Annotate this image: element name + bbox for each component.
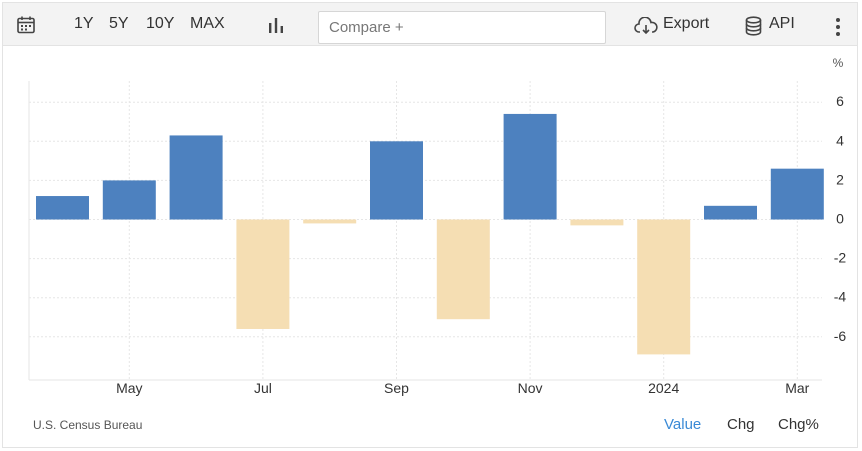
bar-2023-11[interactable]: [503, 113, 557, 220]
unit-label: %: [833, 56, 844, 70]
y-tick-label: 2: [836, 171, 844, 187]
x-tick-label: Nov: [518, 380, 543, 396]
bar-chart-icon[interactable]: [268, 17, 284, 33]
bar-2023-06[interactable]: [169, 135, 223, 220]
chart-grid: [28, 81, 822, 381]
database-icon[interactable]: [745, 16, 762, 36]
y-tick-label: -6: [834, 328, 847, 344]
toolbar: 1Y 5Y 10Y MAX Export API: [3, 3, 857, 46]
bar-2023-05[interactable]: [102, 180, 156, 220]
bar-2024-02[interactable]: [704, 205, 757, 220]
bar-2023-09[interactable]: [370, 141, 423, 220]
mode-value-button[interactable]: Value: [664, 416, 702, 433]
bar-2024-03[interactable]: [770, 168, 824, 220]
y-axis: 6 4 2 0 -2 -4 -6: [834, 93, 847, 344]
x-tick-label: Jul: [254, 380, 272, 396]
export-button[interactable]: Export: [663, 15, 710, 32]
bar-2024-01[interactable]: [637, 219, 691, 355]
y-tick-label: 0: [836, 211, 844, 227]
x-tick-label: May: [116, 380, 142, 396]
bar-2023-04[interactable]: [36, 196, 89, 220]
range-10y-button[interactable]: 10Y: [146, 15, 175, 32]
cloud-download-icon[interactable]: [634, 17, 658, 35]
bar-2023-07[interactable]: [236, 219, 290, 329]
y-tick-label: 6: [836, 93, 844, 109]
range-5y-button[interactable]: 5Y: [109, 15, 129, 32]
y-tick-label: -4: [834, 289, 847, 305]
bar-2023-08[interactable]: [303, 219, 357, 224]
y-tick-label: 4: [836, 132, 844, 148]
range-max-button[interactable]: MAX: [190, 15, 225, 32]
chart-bars: [36, 113, 824, 355]
bar-chart: 6 4 2 0 -2 -4 -6 May Jul Sep Nov 2024 Mar %: [28, 56, 847, 396]
bar-2023-10[interactable]: [436, 219, 490, 320]
source-label: U.S. Census Bureau: [33, 418, 143, 432]
mode-chg-button[interactable]: Chg: [727, 416, 755, 433]
range-1y-button[interactable]: 1Y: [74, 15, 94, 32]
compare-input[interactable]: [318, 11, 606, 44]
more-vertical-icon[interactable]: [833, 17, 843, 37]
api-button[interactable]: API: [769, 15, 795, 32]
bar-2023-12[interactable]: [570, 219, 624, 226]
mode-chg-pct-button[interactable]: Chg%: [778, 416, 819, 433]
x-tick-label: Sep: [384, 380, 409, 396]
calendar-icon[interactable]: [16, 15, 36, 35]
x-axis: May Jul Sep Nov 2024 Mar: [116, 380, 810, 396]
x-tick-label: Mar: [785, 380, 809, 396]
x-tick-label: 2024: [648, 380, 679, 396]
y-tick-label: -2: [834, 250, 847, 266]
